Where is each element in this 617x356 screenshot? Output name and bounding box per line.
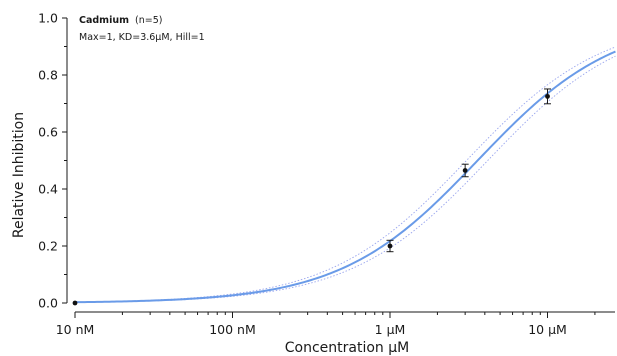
- x-tick-label-0: 10 nM: [56, 322, 95, 337]
- sample-count: (n=5): [135, 15, 162, 26]
- confidence-band-lower: [74, 55, 616, 303]
- data-point-3: [545, 93, 550, 99]
- y-tick-label-1: 0.2: [38, 239, 58, 254]
- y-tick-label-5: 1.0: [38, 11, 58, 26]
- y-tick-label-2: 0.4: [38, 182, 58, 197]
- y-tick-label-0: 0.0: [38, 296, 58, 311]
- annotation-line-1: Cadmium (n=5): [79, 15, 163, 26]
- data-point-1: [387, 243, 393, 249]
- compound-name: Cadmium: [79, 15, 129, 26]
- y-tick-label-3: 0.6: [38, 125, 58, 140]
- x-tick-label-2: 1 μM: [375, 322, 406, 337]
- fit-curves: [74, 46, 616, 304]
- x-tick-label-3: 10 μM: [528, 322, 567, 337]
- data-point-0: [72, 300, 78, 306]
- fit-parameters: Max=1, KD=3.6μM, Hill=1: [79, 32, 205, 43]
- confidence-band-upper: [74, 46, 616, 303]
- x-axis-ticks: 10 nM 100 nM 1 μM 10 μM: [56, 312, 596, 337]
- data-points: [72, 88, 551, 306]
- y-tick-label-4: 0.8: [38, 68, 58, 83]
- fit-curve: [74, 50, 616, 304]
- y-axis-title: Relative Inhibition: [11, 112, 27, 238]
- x-axis-title: Concentration μM: [285, 340, 409, 356]
- x-tick-label-1: 100 nM: [209, 322, 256, 337]
- data-point-2: [462, 168, 468, 173]
- y-axis-ticks: 0.0 0.2 0.4 0.6 0.8 1.0: [38, 11, 67, 311]
